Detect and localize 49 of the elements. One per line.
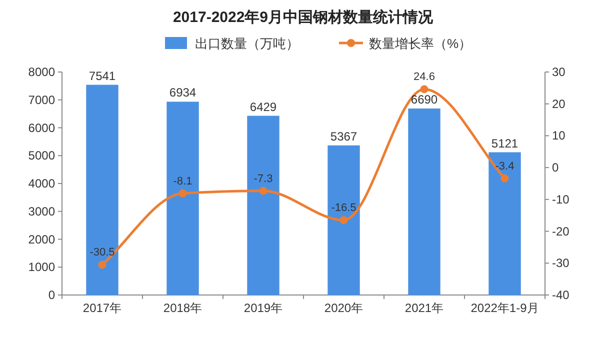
y2-tick-label: -30 (552, 256, 570, 270)
x-tick-label: 2019年 (244, 301, 283, 315)
data-label: 24.6 (414, 71, 435, 84)
data-label: 7541 (88, 68, 116, 83)
legend-label: 数量增长率（%） (369, 36, 472, 51)
x-tick-label: 2017年 (82, 301, 122, 315)
data-label: 6690 (410, 92, 438, 107)
bar (86, 84, 118, 295)
y-tick-label: 4000 (28, 176, 56, 190)
data-label: -8.1 (173, 175, 192, 188)
bar (408, 108, 440, 295)
y-tick-label: 8000 (28, 65, 56, 79)
y-tick-label: 5000 (28, 148, 56, 163)
data-label: 5367 (330, 129, 358, 144)
y2-tick-label: 0 (552, 160, 559, 175)
y-tick-label: 7000 (28, 92, 56, 107)
y-tick-label: 0 (48, 288, 56, 302)
point (500, 174, 509, 182)
y2-tick-label: -40 (552, 288, 570, 302)
chart-title: 2017-2022年9月中国钢材数量统计情况 (172, 9, 434, 26)
point (98, 260, 106, 269)
y2-tick-label: 20 (552, 96, 566, 111)
y2-tick-label: 30 (552, 65, 566, 79)
data-label: -7.3 (254, 172, 273, 185)
point (420, 85, 428, 94)
data-label: -16.5 (331, 202, 356, 214)
point (259, 186, 268, 195)
bar (488, 152, 521, 295)
bar (247, 116, 280, 295)
y-tick-label: 6000 (28, 120, 56, 135)
data-label: 5121 (491, 136, 518, 150)
legend-label: 出口数量（万吨） (195, 36, 299, 51)
y-tick-label: 3000 (28, 204, 56, 218)
x-tick-label: 2020年 (324, 301, 364, 315)
y-tick-label: 1000 (28, 260, 56, 274)
bar (328, 145, 360, 295)
x-tick-label: 2021年 (404, 301, 444, 315)
y2-tick-label: 10 (552, 128, 566, 143)
data-label: 6934 (169, 86, 196, 100)
x-tick-label: 2022年1-9月 (470, 301, 539, 315)
y-tick-label: 2000 (28, 232, 56, 246)
point (178, 189, 187, 198)
bar (166, 102, 199, 295)
x-tick-label: 2018年 (163, 301, 202, 315)
data-label: -3.4 (495, 160, 514, 172)
data-label: 6429 (250, 100, 277, 114)
y2-tick-label: -10 (552, 192, 570, 206)
y2-tick-label: -20 (552, 224, 570, 238)
point (340, 216, 348, 224)
